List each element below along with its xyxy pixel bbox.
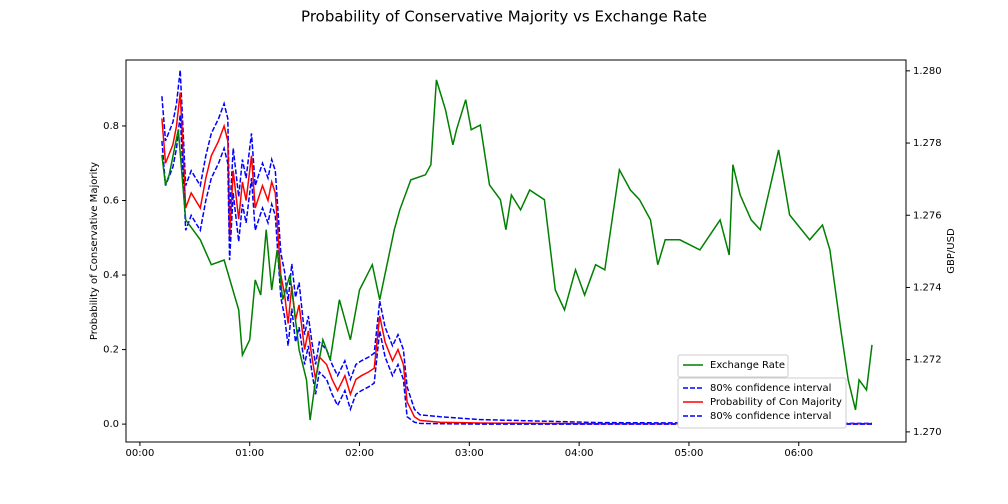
y2-tick-label: 1.278 xyxy=(913,138,942,149)
legend-box xyxy=(677,354,789,378)
chart-title: Probability of Conservative Majority vs … xyxy=(301,8,707,26)
x-tick-label: 00:00 xyxy=(125,448,154,459)
series-line xyxy=(161,70,872,425)
y-axis-label: Probability of Conservative Majority xyxy=(89,162,100,340)
y2-tick-label: 1.280 xyxy=(913,66,942,77)
y-tick-label: 0.0 xyxy=(103,419,119,430)
y2-tick-label: 1.276 xyxy=(913,210,942,221)
x-tick-label: 06:00 xyxy=(784,448,813,459)
y-tick-label: 0.4 xyxy=(103,270,119,281)
legend-label: Exchange Rate xyxy=(710,360,785,371)
x-tick-label: 02:00 xyxy=(345,448,374,459)
y-tick-label: 0.6 xyxy=(103,196,119,207)
x-tick-label: 03:00 xyxy=(455,448,484,459)
x-tick-label: 05:00 xyxy=(675,448,704,459)
plot-frame xyxy=(125,59,907,443)
legend-label: 80% confidence interval xyxy=(710,383,831,394)
legend-box xyxy=(677,377,847,429)
x-tick-label: 01:00 xyxy=(235,448,264,459)
y-tick-label: 0.8 xyxy=(103,121,119,132)
x-tick-label: 04:00 xyxy=(565,448,594,459)
series-line xyxy=(161,114,872,425)
y2-axis-label: GBP/USD xyxy=(946,228,957,274)
y2-tick-label: 1.272 xyxy=(913,355,942,366)
series-line xyxy=(161,79,873,421)
legend-label: Probability of Con Majority xyxy=(710,397,842,408)
y2-tick-label: 1.274 xyxy=(913,282,942,293)
y2-tick-label: 1.270 xyxy=(913,427,942,438)
y-tick-label: 0.2 xyxy=(103,345,119,356)
legend-label: 80% confidence interval xyxy=(710,411,831,422)
series-line xyxy=(161,92,872,425)
